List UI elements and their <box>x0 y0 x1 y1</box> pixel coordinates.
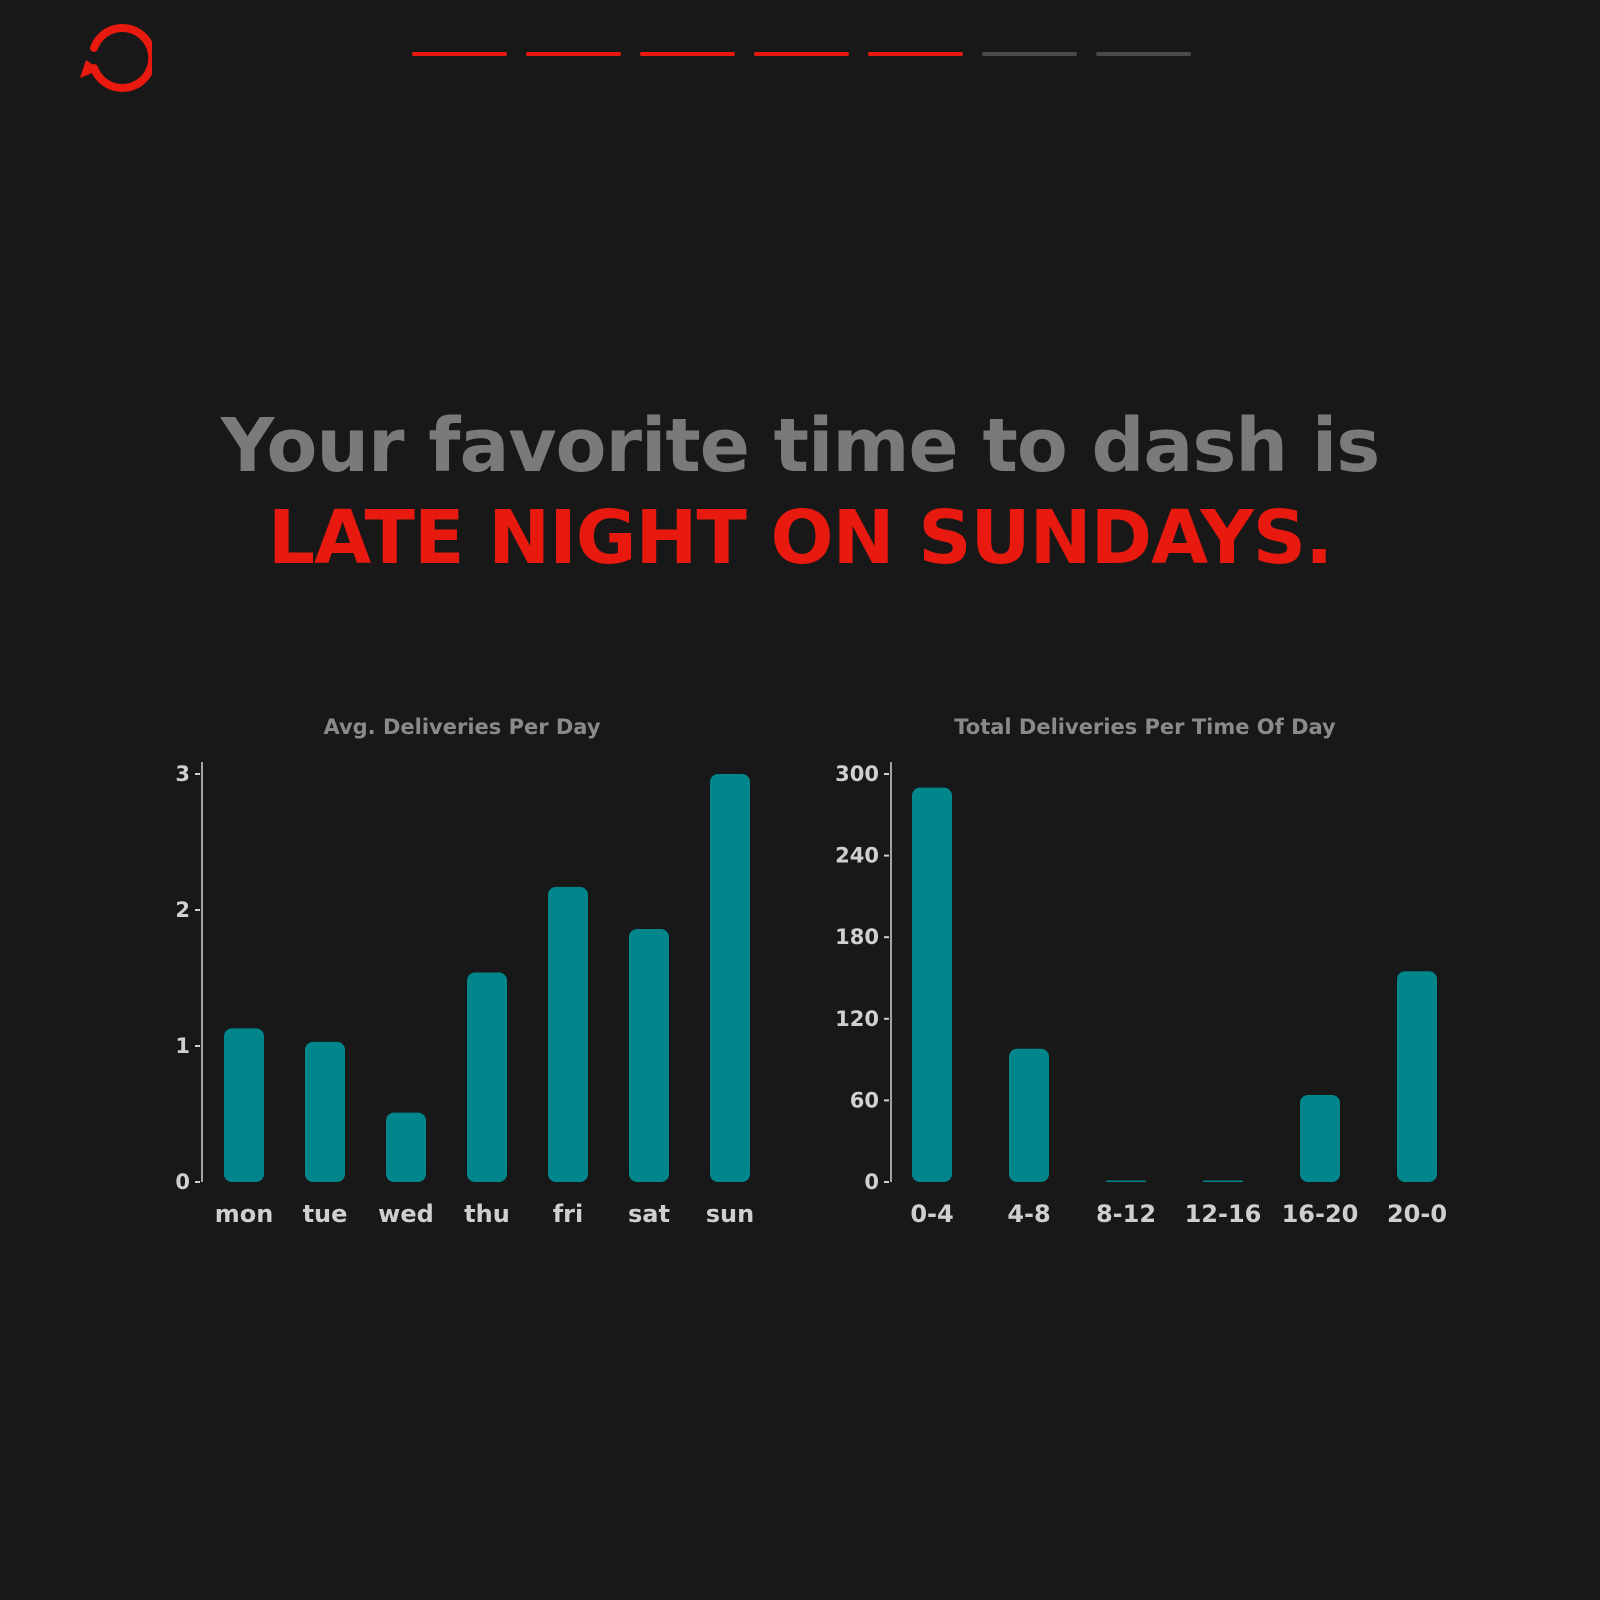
x-tick-label: sat <box>628 1200 670 1228</box>
replay-icon-graphic <box>76 18 152 94</box>
chart-title: Avg. Deliveries Per Day <box>323 715 600 739</box>
bar-thu <box>467 973 507 1182</box>
avg-deliveries-per-day-chart: Avg. Deliveries Per Day 0 1 2 3 mon tue wed thu f… <box>150 715 770 1235</box>
chart-title: Total Deliveries Per Time Of Day <box>954 715 1336 739</box>
x-tick-label: fri <box>553 1200 584 1228</box>
y-tick-label: 120 <box>835 1007 879 1031</box>
progress-segment[interactable] <box>868 52 963 56</box>
y-tick-label: 300 <box>835 762 879 786</box>
y-tick-label: 1 <box>175 1034 190 1058</box>
x-tick-label: thu <box>464 1200 510 1228</box>
headline: Your favorite time to dash is LATE NIGHT… <box>0 400 1600 584</box>
progress-segment[interactable] <box>982 52 1077 56</box>
y-tick-label: 3 <box>175 762 190 786</box>
x-tick-label: 4-8 <box>1007 1200 1050 1228</box>
progress-segment[interactable] <box>526 52 621 56</box>
y-tick-label: 240 <box>835 844 879 868</box>
bar-mon <box>224 1028 264 1182</box>
deliveries-per-time-of-day-chart: Total Deliveries Per Time Of Day 0 60 120 18… <box>815 715 1465 1235</box>
progress-segment[interactable] <box>412 52 507 56</box>
x-tick-label: wed <box>378 1200 434 1228</box>
y-tick-label: 0 <box>175 1170 190 1194</box>
progress-segment[interactable] <box>1096 52 1191 56</box>
y-tick-label: 0 <box>864 1170 879 1194</box>
x-tick-label: 0-4 <box>910 1200 953 1228</box>
bar-20-0 <box>1397 971 1437 1182</box>
x-tick-label: 20-0 <box>1387 1200 1447 1228</box>
progress-segment[interactable] <box>640 52 735 56</box>
y-tick-label: 60 <box>850 1088 879 1112</box>
bar-tue <box>305 1042 345 1182</box>
x-tick-label: mon <box>215 1200 274 1228</box>
y-tick-label: 2 <box>175 898 190 922</box>
progress-segment[interactable] <box>754 52 849 56</box>
bar-4-8 <box>1009 1049 1049 1182</box>
bar-0-4 <box>912 788 952 1182</box>
x-tick-label: tue <box>303 1200 348 1228</box>
story-progress-bar <box>412 52 1191 56</box>
headline-line1: Your favorite time to dash is <box>0 400 1600 492</box>
bar-fri <box>548 887 588 1182</box>
bar-16-20 <box>1300 1095 1340 1182</box>
x-tick-label: 8-12 <box>1096 1200 1156 1228</box>
bar-sun <box>710 774 750 1182</box>
bar-wed <box>386 1113 426 1182</box>
bar-sat <box>629 929 669 1182</box>
bar-8-12 <box>1106 1181 1146 1183</box>
x-tick-label: sun <box>706 1200 754 1228</box>
x-tick-label: 16-20 <box>1282 1200 1359 1228</box>
replay-icon[interactable] <box>76 18 152 94</box>
y-tick-label: 180 <box>835 925 879 949</box>
bar-12-16 <box>1203 1181 1243 1183</box>
x-tick-label: 12-16 <box>1185 1200 1262 1228</box>
headline-highlight: LATE NIGHT ON SUNDAYS. <box>0 492 1600 584</box>
